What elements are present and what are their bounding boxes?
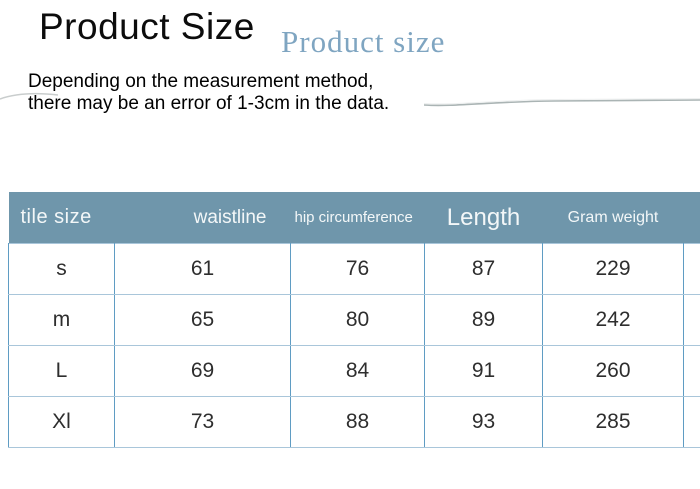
cell-hip-circumference: 76 xyxy=(290,243,425,295)
cell-clipped-extra xyxy=(683,396,700,448)
size-table: tile size waistline hip circumference Le… xyxy=(8,192,700,448)
cell-gram-weight: 229 xyxy=(542,243,684,295)
cell-gram-weight: 242 xyxy=(542,294,684,346)
decorative-swoosh-left xyxy=(0,86,60,109)
page-title: Product Size xyxy=(39,6,255,47)
cell-size: m xyxy=(8,294,115,346)
table-row-l: L 69 84 91 260 xyxy=(8,345,700,397)
col-header-clipped-extra xyxy=(683,192,700,244)
table-header-row: tile size waistline hip circumference Le… xyxy=(8,192,700,244)
cell-length: 91 xyxy=(424,345,543,397)
measurement-note-line2: there may be an error of 1-3cm in the da… xyxy=(28,93,390,114)
table-row-s: s 61 76 87 229 xyxy=(8,243,700,295)
cell-length: 89 xyxy=(424,294,543,346)
cell-waistline: 61 xyxy=(114,243,291,295)
cell-clipped-extra xyxy=(683,243,700,295)
cell-clipped-extra xyxy=(683,345,700,397)
cell-size: s xyxy=(8,243,115,295)
decorative-swoosh-right xyxy=(423,88,700,115)
cell-size: Xl xyxy=(8,396,115,448)
col-header-waistline: waistline xyxy=(114,192,291,244)
table-row-m: m 65 80 89 242 xyxy=(8,294,700,346)
cell-waistline: 65 xyxy=(114,294,291,346)
cell-hip-circumference: 88 xyxy=(290,396,425,448)
cell-hip-circumference: 84 xyxy=(290,345,425,397)
table-row-xl: Xl 73 88 93 285 xyxy=(8,396,700,448)
cell-size: L xyxy=(8,345,115,397)
cell-clipped-extra xyxy=(683,294,700,346)
cell-gram-weight: 260 xyxy=(542,345,684,397)
cell-waistline: 69 xyxy=(114,345,291,397)
cell-length: 93 xyxy=(424,396,543,448)
measurement-note-line1: Depending on the measurement method, xyxy=(28,71,374,92)
col-header-length: Length xyxy=(424,192,543,244)
page-subtitle-watermark: Product size xyxy=(281,24,446,59)
cell-hip-circumference: 80 xyxy=(290,294,425,346)
cell-gram-weight: 285 xyxy=(542,396,684,448)
measurement-note: Depending on the measurement method, the… xyxy=(28,71,389,115)
cell-length: 87 xyxy=(424,243,543,295)
cell-waistline: 73 xyxy=(114,396,291,448)
col-header-hip-circumference: hip circumference xyxy=(290,192,425,244)
col-header-tile-size: tile size xyxy=(8,192,115,244)
col-header-gram-weight: Gram weight xyxy=(542,192,684,244)
